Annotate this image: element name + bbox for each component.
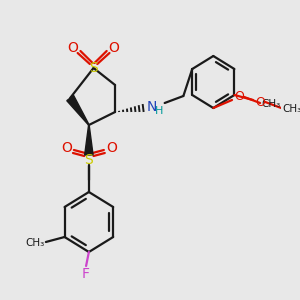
Polygon shape — [85, 125, 93, 155]
Text: N: N — [146, 100, 157, 114]
Text: O: O — [61, 141, 72, 155]
Polygon shape — [67, 95, 89, 125]
Text: O: O — [68, 41, 78, 55]
Text: S: S — [89, 61, 98, 75]
Text: O: O — [235, 91, 244, 103]
Text: CH₃: CH₃ — [262, 99, 281, 109]
Text: CH₃: CH₃ — [283, 104, 300, 114]
Text: CH₃: CH₃ — [25, 238, 44, 248]
Text: F: F — [82, 267, 90, 281]
Text: S: S — [85, 153, 93, 167]
Text: H: H — [155, 106, 163, 116]
Text: O: O — [109, 41, 120, 55]
Text: O: O — [106, 141, 117, 155]
Text: O: O — [256, 95, 266, 109]
